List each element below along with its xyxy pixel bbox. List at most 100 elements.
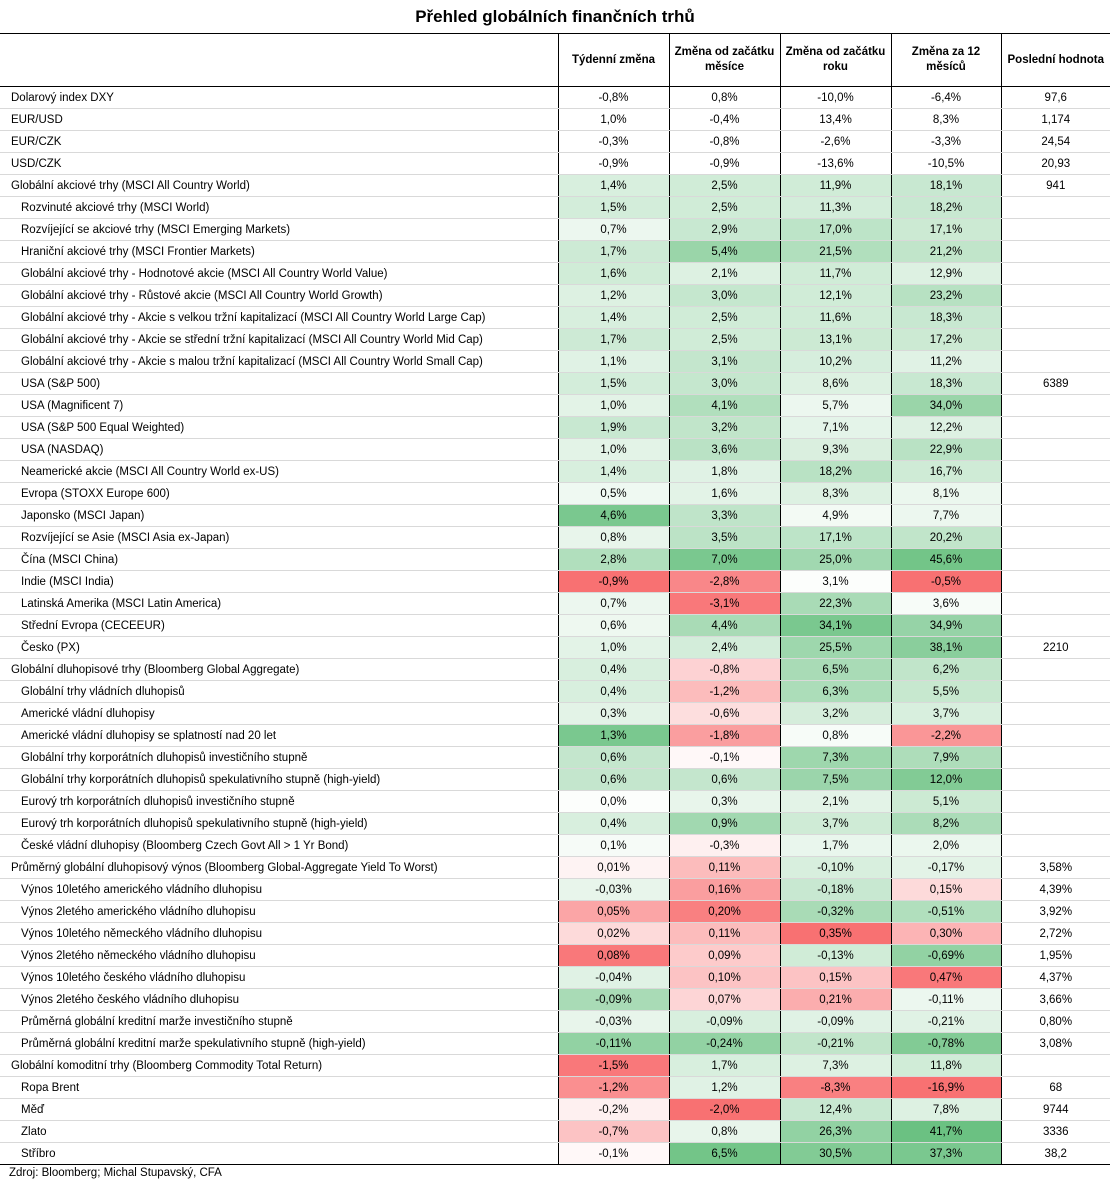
table-row: Americké vládní dluhopisy 0,3% -0,6% 3,2% 3,… bbox=[0, 702, 1110, 725]
last-value-cell: 1,95% bbox=[1000, 944, 1110, 967]
change-cell: 5,7% bbox=[779, 394, 891, 417]
last-value-cell bbox=[1000, 218, 1110, 241]
table-row: Výnos 10letého amerického vládního dluho… bbox=[0, 878, 1110, 901]
change-cell: -16,9% bbox=[890, 1076, 1001, 1099]
change-cell: 0,15% bbox=[890, 878, 1001, 901]
row-label: Výnos 2letého českého vládního dluhopisu bbox=[0, 988, 558, 1011]
change-cell: 5,4% bbox=[668, 240, 780, 263]
change-cell: 9,3% bbox=[779, 438, 891, 461]
change-cell: 38,1% bbox=[890, 636, 1001, 659]
change-cell: -0,11% bbox=[557, 1032, 669, 1055]
change-cell: 0,7% bbox=[557, 592, 669, 615]
change-cell: -3,1% bbox=[668, 592, 780, 615]
change-cell: 0,8% bbox=[668, 1120, 780, 1143]
change-cell: -0,5% bbox=[890, 570, 1001, 593]
change-cell: 3,3% bbox=[668, 504, 780, 527]
change-cell: 3,0% bbox=[668, 372, 780, 395]
last-value-cell bbox=[1000, 306, 1110, 329]
change-cell: 0,8% bbox=[779, 724, 891, 747]
last-value-cell bbox=[1000, 460, 1110, 483]
last-value-cell: 941 bbox=[1000, 174, 1110, 197]
change-cell: 18,1% bbox=[890, 174, 1001, 197]
change-cell: -0,21% bbox=[779, 1032, 891, 1055]
table-row: Česko (PX) 1,0% 2,4% 25,5% 38,1% 2210 bbox=[0, 636, 1110, 659]
table-row: Rozvinuté akciové trhy (MSCI World) 1,5% 2… bbox=[0, 196, 1110, 219]
change-cell: 4,6% bbox=[557, 504, 669, 527]
change-cell: 1,8% bbox=[668, 460, 780, 483]
row-label: Evropa (STOXX Europe 600) bbox=[0, 482, 558, 505]
change-cell: 0,47% bbox=[890, 966, 1001, 989]
row-label: Zlato bbox=[0, 1120, 558, 1143]
change-cell: 7,3% bbox=[779, 746, 891, 769]
markets-table: Týdenní změna Změna od začátku měsíce Zm… bbox=[0, 34, 1110, 1165]
change-cell: 22,3% bbox=[779, 592, 891, 615]
change-cell: 7,3% bbox=[779, 1054, 891, 1077]
row-label: Ropa Brent bbox=[0, 1076, 558, 1099]
change-cell: 18,3% bbox=[890, 372, 1001, 395]
change-cell: 3,5% bbox=[668, 526, 780, 549]
change-cell: 0,3% bbox=[668, 790, 780, 813]
last-value-cell bbox=[1000, 1054, 1110, 1077]
change-cell: 0,11% bbox=[668, 856, 780, 879]
change-cell: -3,3% bbox=[890, 130, 1001, 153]
table-row: Globální trhy vládních dluhopisů 0,4% -1,2… bbox=[0, 680, 1110, 703]
last-value-cell bbox=[1000, 284, 1110, 307]
row-label: Japonsko (MSCI Japan) bbox=[0, 504, 558, 527]
table-row: Eurový trh korporátních dluhopisů spekul… bbox=[0, 812, 1110, 835]
change-cell: -0,09% bbox=[557, 988, 669, 1011]
last-value-cell bbox=[1000, 328, 1110, 351]
change-cell: 0,8% bbox=[557, 526, 669, 549]
change-cell: 1,4% bbox=[557, 174, 669, 197]
change-cell: 2,9% bbox=[668, 218, 780, 241]
change-cell: -0,8% bbox=[557, 86, 669, 109]
change-cell: 11,8% bbox=[890, 1054, 1001, 1077]
change-cell: 5,1% bbox=[890, 790, 1001, 813]
table-row: Výnos 2letého českého vládního dluhopisu… bbox=[0, 988, 1110, 1011]
last-value-cell bbox=[1000, 394, 1110, 417]
row-label: Globální akciové trhy - Růstové akcie (M… bbox=[0, 284, 558, 307]
change-cell: 1,5% bbox=[557, 372, 669, 395]
last-value-cell: 2,72% bbox=[1000, 922, 1110, 945]
row-label: Průměrná globální kreditní marže spekula… bbox=[0, 1032, 558, 1055]
table-row: Čína (MSCI China) 2,8% 7,0% 25,0% 45,6% bbox=[0, 548, 1110, 571]
change-cell: 11,7% bbox=[779, 262, 891, 285]
change-cell: 23,2% bbox=[890, 284, 1001, 307]
change-cell: 16,7% bbox=[890, 460, 1001, 483]
change-cell: 7,9% bbox=[890, 746, 1001, 769]
change-cell: 7,8% bbox=[890, 1098, 1001, 1121]
change-cell: 12,0% bbox=[890, 768, 1001, 791]
last-value-cell bbox=[1000, 526, 1110, 549]
change-cell: 2,5% bbox=[668, 328, 780, 351]
last-value-cell bbox=[1000, 570, 1110, 593]
source-note: Zdroj: Bloomberg; Michal Stupavský, CFA bbox=[9, 1167, 222, 1179]
change-cell: -6,4% bbox=[890, 86, 1001, 109]
table-row: Japonsko (MSCI Japan) 4,6% 3,3% 4,9% 7,7% bbox=[0, 504, 1110, 527]
table-row: Průměrný globální dluhopisový výnos (Blo… bbox=[0, 856, 1110, 879]
last-value-cell: 9744 bbox=[1000, 1098, 1110, 1121]
last-value-cell bbox=[1000, 812, 1110, 835]
last-value-cell: 3,58% bbox=[1000, 856, 1110, 879]
change-cell: 8,2% bbox=[890, 812, 1001, 835]
change-cell: 3,7% bbox=[779, 812, 891, 835]
change-cell: 0,6% bbox=[668, 768, 780, 791]
change-cell: 1,4% bbox=[557, 306, 669, 329]
change-cell: 4,1% bbox=[668, 394, 780, 417]
header-last-value: Poslední hodnota bbox=[1000, 34, 1110, 87]
last-value-cell: 38,2 bbox=[1000, 1142, 1110, 1165]
change-cell: 21,5% bbox=[779, 240, 891, 263]
change-cell: 6,3% bbox=[779, 680, 891, 703]
change-cell: 0,7% bbox=[557, 218, 669, 241]
change-cell: -8,3% bbox=[779, 1076, 891, 1099]
change-cell: 3,2% bbox=[668, 416, 780, 439]
change-cell: 3,2% bbox=[779, 702, 891, 725]
change-cell: 20,2% bbox=[890, 526, 1001, 549]
row-label: Globální trhy korporátních dluhopisů spe… bbox=[0, 768, 558, 791]
change-cell: -0,4% bbox=[668, 108, 780, 131]
change-cell: 30,5% bbox=[779, 1142, 891, 1165]
last-value-cell: 4,39% bbox=[1000, 878, 1110, 901]
last-value-cell: 4,37% bbox=[1000, 966, 1110, 989]
row-label: Průměrná globální kreditní marže investi… bbox=[0, 1010, 558, 1033]
change-cell: 12,2% bbox=[890, 416, 1001, 439]
table-row: Ropa Brent -1,2% 1,2% -8,3% -16,9% 68 bbox=[0, 1076, 1110, 1099]
change-cell: -0,11% bbox=[890, 988, 1001, 1011]
